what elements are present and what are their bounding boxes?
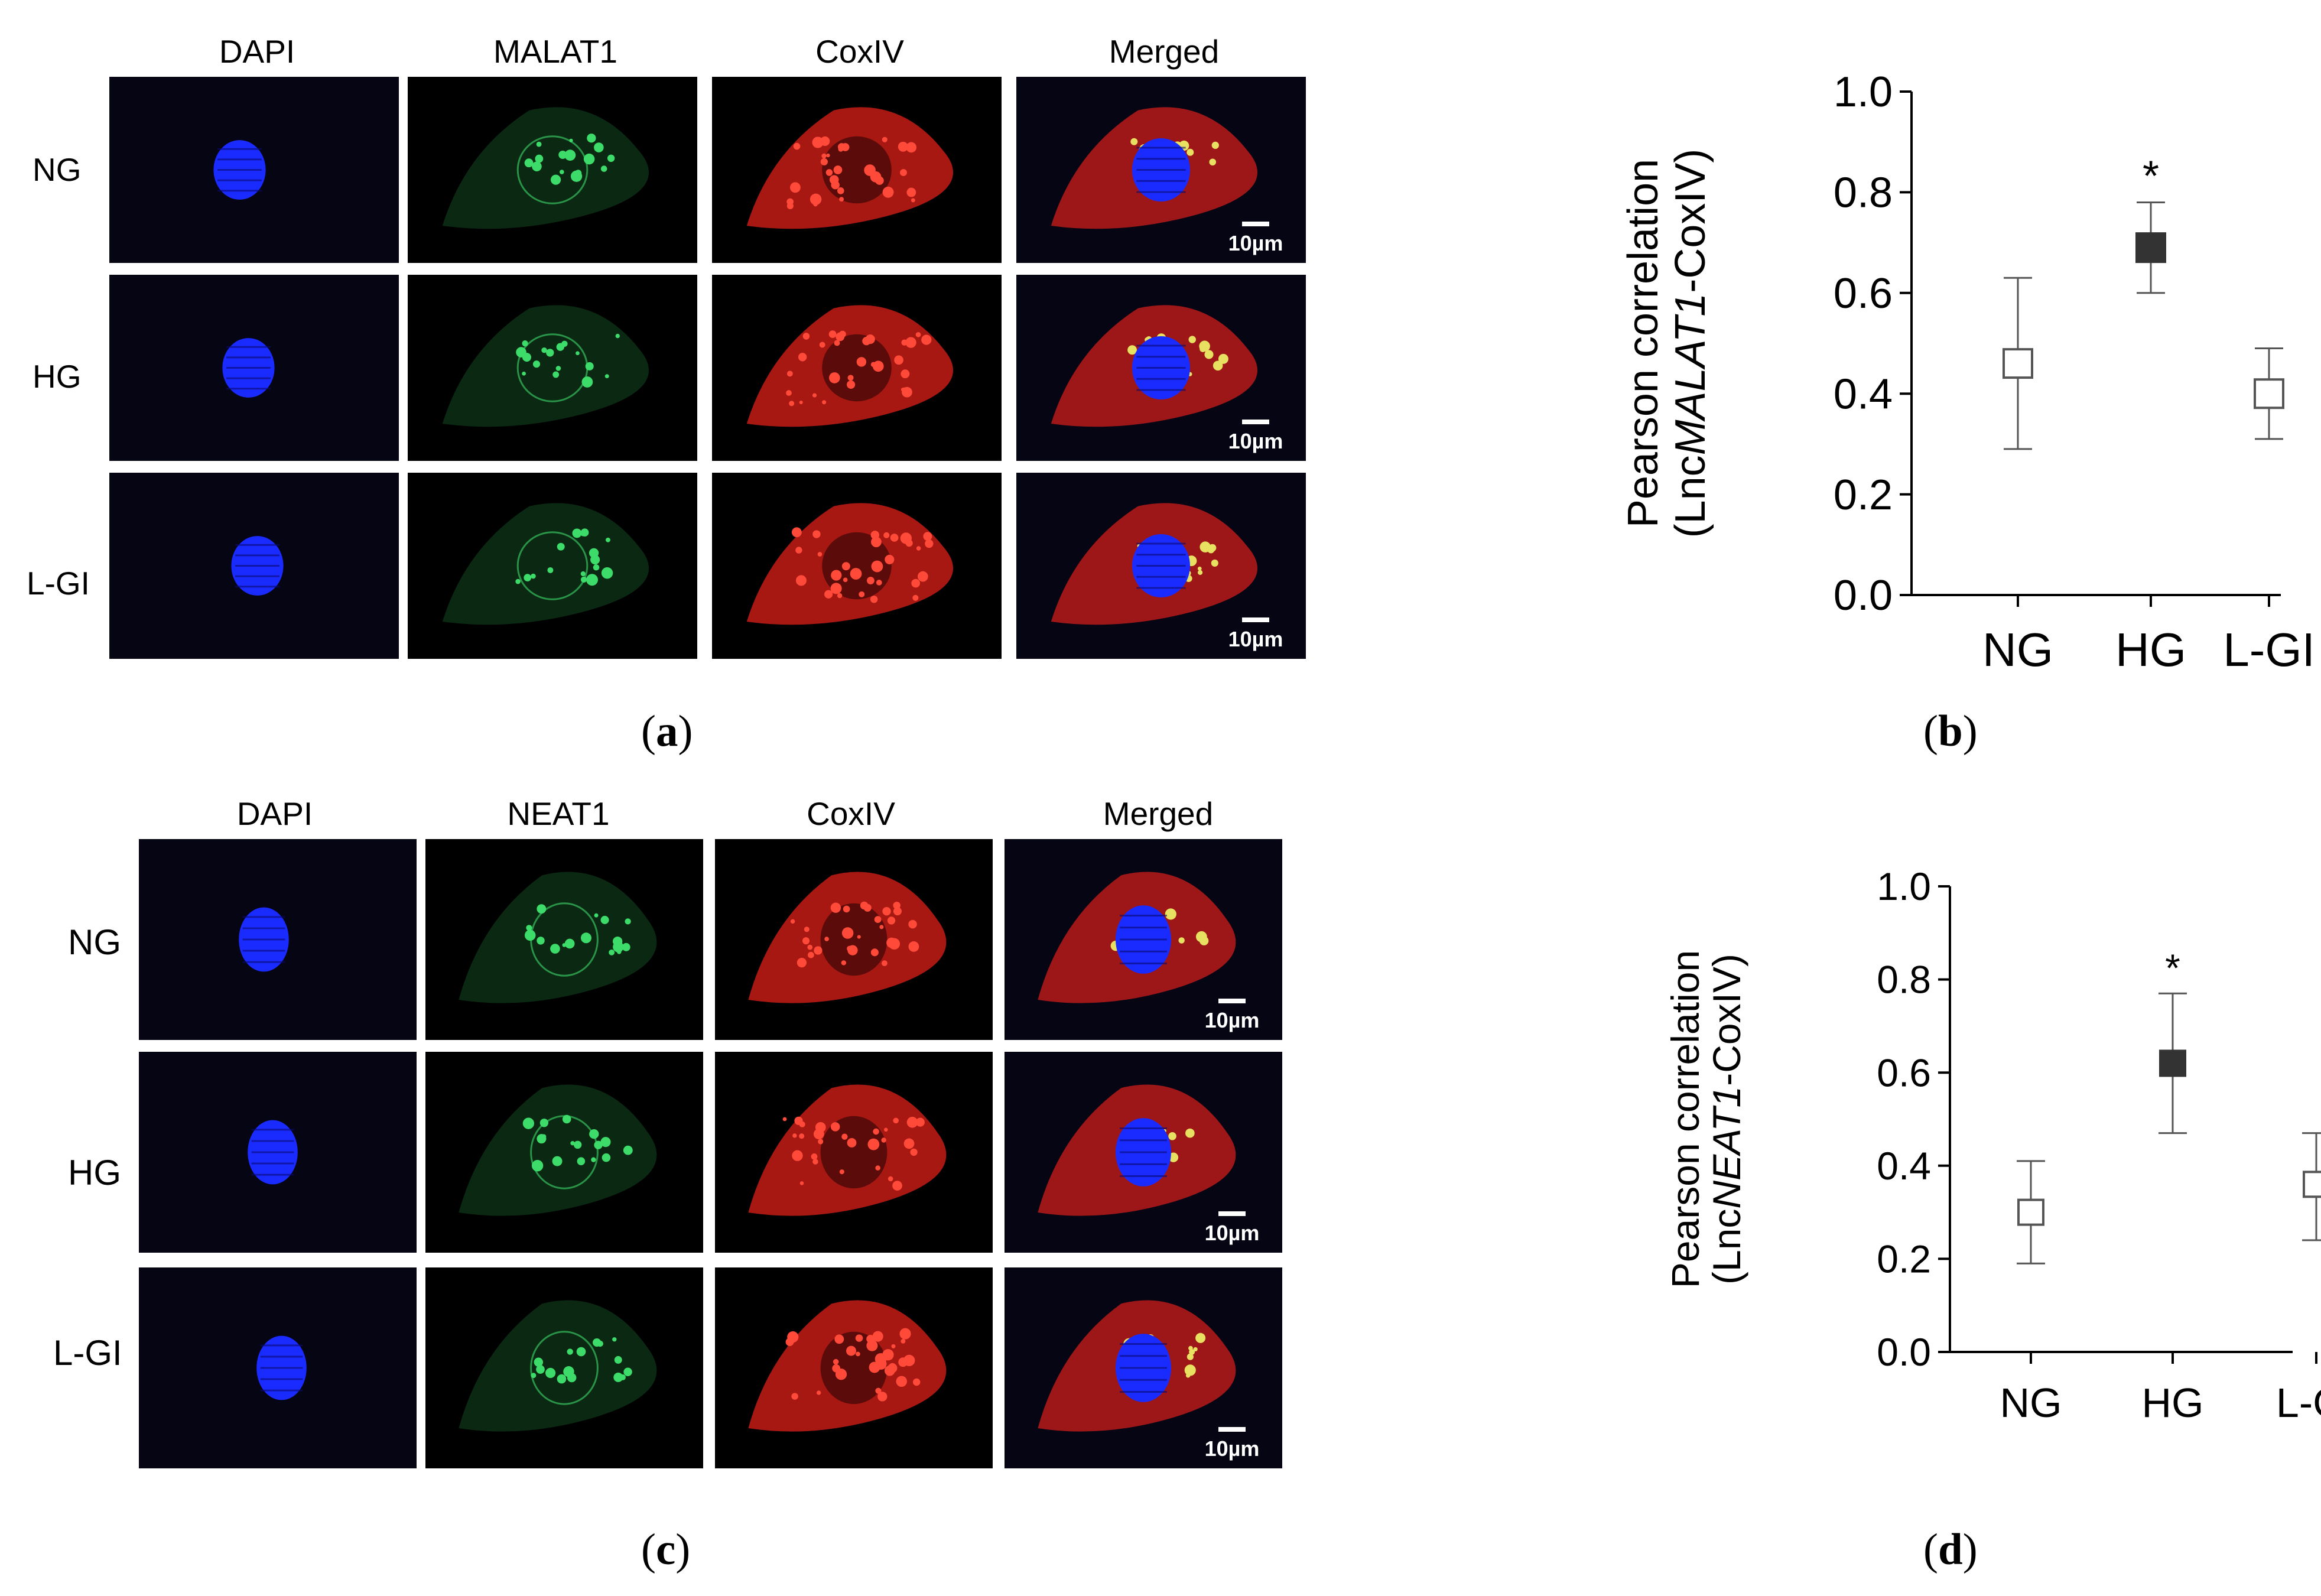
chart-d-x-tick-label: L-GI — [2276, 1380, 2321, 1426]
panel-a-lgi-dapi-image — [109, 473, 399, 659]
panel-c-hg-dapi-image — [139, 1052, 417, 1253]
panel-a-col-merged: Merged — [1109, 33, 1220, 70]
chart-b-data-point — [2254, 378, 2284, 409]
panel-a-hg-malat1-image — [408, 275, 697, 461]
panel-c-ng-merged-image: 10µm — [1005, 839, 1282, 1040]
scale-bar-label: 10µm — [1228, 429, 1283, 453]
panel-a-col-malat1: MALAT1 — [493, 33, 617, 70]
chart-d-y-label-line2: (LncNEAT1-CoxIV) — [1705, 954, 1748, 1285]
chart-b-y-label-line1: Pearson correlation — [1620, 159, 1667, 528]
scale-bar-label: 10µm — [1204, 1008, 1260, 1032]
panel-c-col-dapi: DAPI — [236, 795, 313, 832]
chart-b-y-tick-label: 0.6 — [1834, 270, 1893, 317]
scale-bar-line — [1242, 420, 1269, 424]
chart-b-data-point — [2003, 348, 2033, 379]
panel-a-col-dapi: DAPI — [219, 33, 295, 70]
panel-c-ng-dapi-image — [139, 839, 417, 1040]
panel-a-row-ng: NG — [32, 151, 82, 188]
panel-c-lgi-merged-scale-bar: 10µm — [1188, 1427, 1276, 1461]
panel-a-lgi-merged-scale-bar: 10µm — [1211, 617, 1300, 652]
chart-d-x-tick-label: NG — [2000, 1380, 2062, 1426]
panel-a-row-hg: HG — [32, 358, 82, 395]
panel-a-ng-coxiv-image — [712, 77, 1002, 263]
chart-d-y-tick-label: 0.8 — [1877, 958, 1931, 1002]
chart-d-y-tick-label: 0.6 — [1877, 1051, 1931, 1094]
scale-bar-label: 10µm — [1228, 231, 1283, 255]
panel-a-lgi-merged-image: 10µm — [1016, 473, 1306, 659]
chart-b-y-tick-label: 1.0 — [1834, 69, 1893, 116]
chart-d-data-point — [2017, 1198, 2044, 1226]
panel-c-row-lgi: L-GI — [53, 1333, 122, 1373]
chart-d-y-tick-label: 0.2 — [1877, 1237, 1931, 1281]
panel-a-hg-merged-scale-bar: 10µm — [1211, 420, 1300, 454]
panel-c-lgi-merged-image: 10µm — [1005, 1267, 1282, 1468]
chart-d-x-tick-label: HG — [2142, 1380, 2204, 1426]
panel-c-hg-merged-scale-bar: 10µm — [1188, 1211, 1276, 1246]
panel-c-hg-neat1-image — [425, 1052, 703, 1253]
scale-bar-line — [1242, 222, 1269, 226]
panel-c-ng-merged-scale-bar: 10µm — [1188, 999, 1276, 1033]
panel-c-lgi-neat1-image — [425, 1267, 703, 1468]
panel-a-ng-merged-scale-bar: 10µm — [1211, 222, 1300, 256]
panel-c-hg-coxiv-image — [715, 1052, 993, 1253]
chart-b-significance-marker: * — [2143, 152, 2159, 200]
panel-a-lgi-coxiv-image — [712, 473, 1002, 659]
panel-a-ng-dapi-image — [109, 77, 399, 263]
panel-c-ng-neat1-image — [425, 839, 703, 1040]
panel-c-row-hg: HG — [68, 1153, 121, 1192]
chart-b-y-tick-label: 0.4 — [1834, 370, 1893, 418]
panel-a-ng-merged-image: 10µm — [1016, 77, 1306, 263]
chart-b-y-tick-label: 0.8 — [1834, 170, 1893, 217]
scale-bar-line — [1218, 999, 1246, 1003]
panel-c-ng-coxiv-image — [715, 839, 993, 1040]
panel-a-hg-coxiv-image — [712, 275, 1002, 461]
scale-bar-line — [1218, 1427, 1246, 1432]
caption-c: (c) — [641, 1525, 691, 1574]
chart-d-plot: 0.0 0.2 0.4 0.6 0.8 1.0 NG HG * L-GI Pearson corre… — [1663, 864, 2321, 1426]
panel-c-lgi-coxiv-image — [715, 1267, 993, 1468]
panel-a-hg-dapi-image — [109, 275, 399, 461]
scale-bar-label: 10µm — [1204, 1221, 1260, 1245]
panel-a-col-coxiv: CoxIV — [815, 33, 904, 70]
chart-d-data-point — [2303, 1171, 2321, 1198]
panel-c-lgi-dapi-image — [139, 1267, 417, 1468]
chart-b-x-tick-label: L-GI — [2223, 623, 2315, 676]
panel-c-col-merged: Merged — [1103, 795, 1214, 832]
chart-d-y-tick-label: 0.4 — [1877, 1144, 1931, 1188]
caption-a: (a) — [641, 707, 693, 756]
panel-c-col-coxiv: CoxIV — [807, 795, 895, 832]
panel-c-hg-merged-image: 10µm — [1005, 1052, 1282, 1253]
chart-b-y-tick-label: 0.0 — [1834, 572, 1893, 619]
chart-b-y-label-line2: (LncMALAT1-CoxIV) — [1667, 149, 1714, 538]
chart-b-x-tick-label: HG — [2115, 623, 2186, 676]
chart-b: 0.0 0.2 0.4 0.6 0.8 1.0 NG HG * L-GI Pearson corre… — [1595, 59, 2315, 709]
scale-bar-label: 10µm — [1228, 627, 1283, 651]
chart-b-x-tick-label: NG — [1982, 623, 2053, 676]
panel-a-lgi-malat1-image — [408, 473, 697, 659]
panel-c-row-ng: NG — [68, 922, 121, 962]
panel-a-ng-malat1-image — [408, 77, 697, 263]
chart-b-y-tick-label: 0.2 — [1834, 472, 1893, 519]
chart-d-significance-marker: * — [2165, 946, 2180, 990]
chart-d-data-point — [2159, 1049, 2186, 1077]
chart-b-plot: 0.0 0.2 0.4 0.6 0.8 1.0 NG HG * L-GI Pearson corre… — [1620, 69, 2315, 676]
chart-d: 0.0 0.2 0.4 0.6 0.8 1.0 NG HG * L-GI Pearson corre… — [1619, 857, 2321, 1477]
scale-bar-line — [1242, 617, 1269, 622]
panel-a-hg-merged-image: 10µm — [1016, 275, 1306, 461]
panel-c-col-neat1: NEAT1 — [507, 795, 610, 832]
scale-bar-label: 10µm — [1204, 1436, 1260, 1461]
caption-d: (d) — [1923, 1525, 1978, 1574]
scale-bar-line — [1218, 1211, 1246, 1216]
chart-d-y-tick-label: 1.0 — [1877, 864, 1931, 908]
chart-d-y-tick-label: 0.0 — [1877, 1330, 1931, 1374]
panel-a-row-lgi: L-GI — [27, 565, 90, 602]
caption-b: (b) — [1923, 707, 1978, 756]
chart-b-data-point — [2135, 232, 2166, 264]
chart-d-y-label-line1: Pearson correlation — [1663, 950, 1707, 1288]
